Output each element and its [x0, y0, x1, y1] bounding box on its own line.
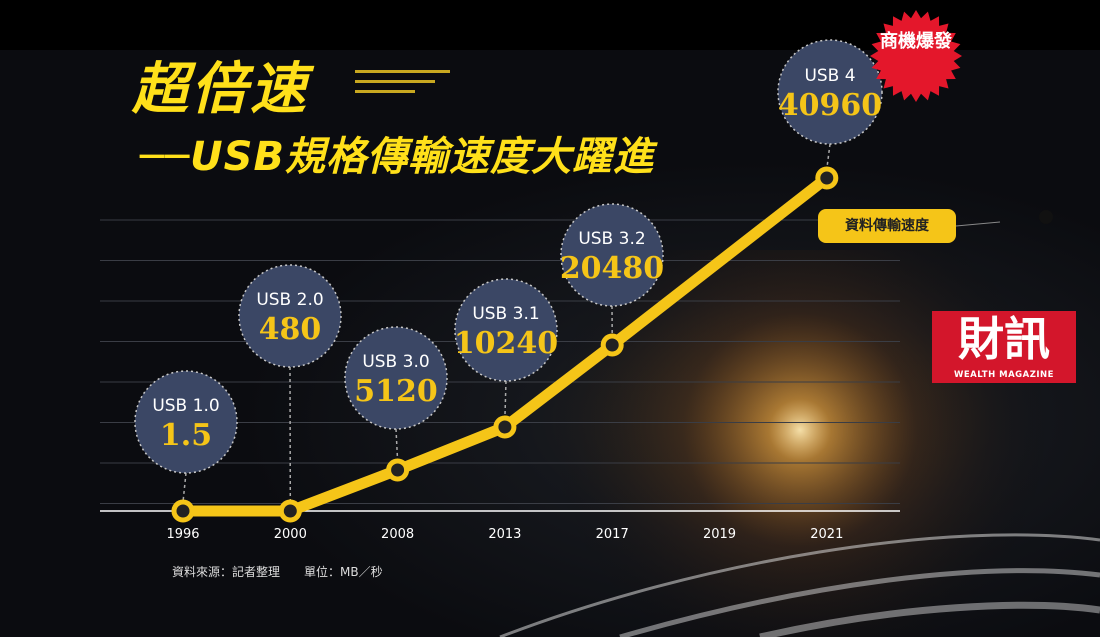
value-bubble — [238, 264, 342, 368]
chart-title: 超倍速 — [132, 57, 309, 122]
badge-burst — [870, 10, 962, 102]
x-tick-label: 2000 — [273, 527, 307, 542]
value-bubble — [777, 39, 883, 145]
source-note: 資料來源：記者整理 單位：MB／秒 — [172, 565, 383, 579]
bubble-value-label: 480 — [258, 312, 322, 347]
bubble-version-label: USB 1.0 — [152, 396, 220, 416]
x-tick-label: 2008 — [381, 527, 415, 542]
x-tick-label: 2019 — [702, 527, 737, 542]
data-point — [600, 333, 624, 357]
legend-dot — [1039, 210, 1053, 224]
logo: 財訊 WEALTH MAGAZINE — [932, 311, 1076, 383]
x-tick-label: 2021 — [810, 527, 844, 542]
legend-line — [955, 221, 1001, 227]
bubble-value-label: 10240 — [453, 326, 559, 361]
bubble-value-label: 5120 — [354, 374, 438, 409]
logo-subtitle: WEALTH MAGAZINE — [954, 370, 1054, 380]
bubble-value-label: 40960 — [777, 88, 883, 123]
light-streak — [619, 568, 1100, 637]
light-streak — [499, 533, 1100, 637]
bubble-version-label: USB 4 — [804, 66, 856, 86]
bubble-version-label: USB 3.0 — [362, 352, 430, 372]
data-point — [815, 166, 839, 190]
bubble-connector — [182, 472, 187, 503]
bubble-version-label: USB 3.1 — [472, 304, 540, 324]
data-point — [493, 415, 517, 439]
light-glow — [520, 250, 1100, 637]
data-point — [171, 499, 195, 523]
bubble-connector — [395, 428, 399, 462]
bubble-version-label: USB 3.2 — [578, 229, 646, 249]
title-decoration — [355, 70, 455, 100]
bubble-connector — [504, 380, 507, 419]
chart-subtitle: ──USB規格傳輸速度大躍進 — [140, 134, 654, 180]
x-tick-label: 1996 — [166, 527, 200, 542]
value-bubble — [454, 278, 558, 382]
data-point — [278, 499, 302, 523]
value-bubble — [344, 326, 448, 430]
x-tick-label: 2013 — [488, 527, 522, 542]
bubble-value-label: 1.5 — [159, 418, 213, 453]
x-tick-label: 2017 — [595, 527, 629, 542]
value-bubble — [134, 370, 238, 474]
value-bubble — [560, 203, 664, 307]
logo-text: 財訊 — [958, 312, 1050, 366]
badge-text: 商機爆發 — [880, 31, 952, 52]
bubble-value-label: 20480 — [559, 251, 665, 286]
bubble-connector — [826, 143, 831, 170]
bubble-version-label: USB 2.0 — [256, 290, 324, 310]
light-streak — [759, 601, 1100, 637]
legend-label: 資料傳輸速度 — [818, 209, 956, 243]
data-point — [386, 458, 410, 482]
series-line — [177, 172, 833, 517]
